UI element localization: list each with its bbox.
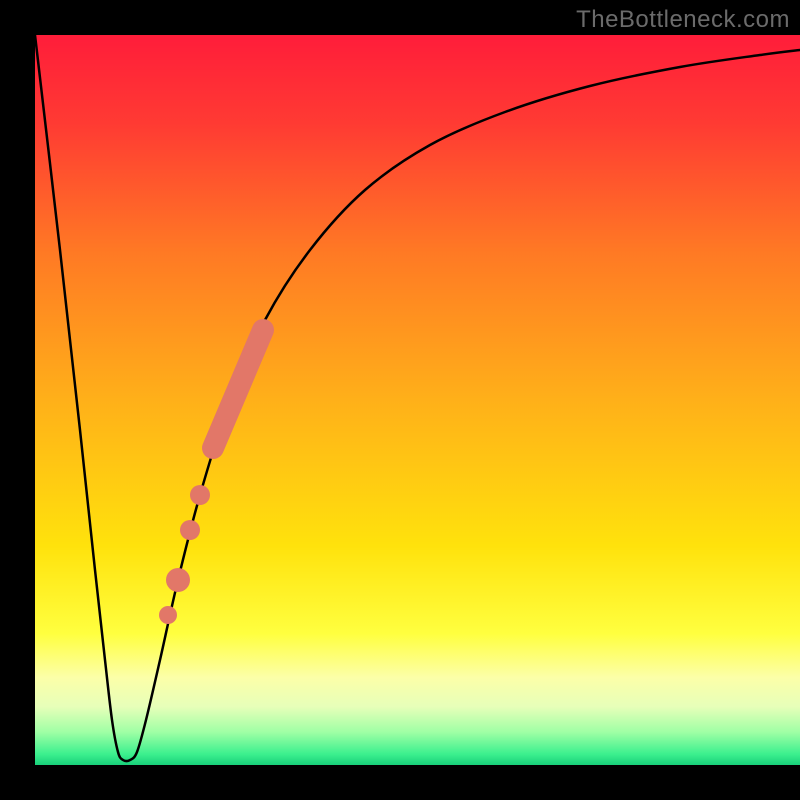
- highlight-dot: [180, 520, 200, 540]
- highlight-dot: [190, 485, 210, 505]
- watermark-text: TheBottleneck.com: [576, 6, 790, 34]
- bottleneck-chart: [0, 0, 800, 800]
- plot-background: [35, 35, 800, 765]
- highlight-dot: [159, 606, 177, 624]
- highlight-dot: [166, 568, 190, 592]
